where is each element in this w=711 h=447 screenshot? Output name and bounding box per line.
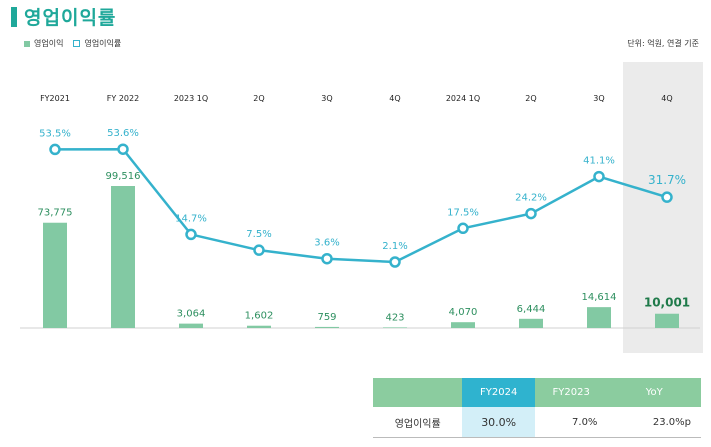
bar-value-label: 6,444 (517, 304, 546, 315)
margin-point (457, 222, 469, 235)
x-tick-label: 2Q (525, 94, 536, 103)
margin-value-label: 53.5% (39, 128, 71, 139)
margin-value-label: 17.5% (447, 207, 479, 218)
unit-note: 단위: 억원, 연결 기준 (627, 39, 699, 48)
margin-value-label: 31.7% (648, 173, 686, 187)
x-tick-label: 2024 1Q (446, 94, 480, 103)
margin-value-label: 3.6% (314, 238, 339, 249)
legend-item-line: 영업이익률 (73, 38, 121, 49)
operating-profit-chart: FY2021 73,775 FY 2022 99,516 2023 1Q 3,064 2Q 1… (20, 62, 703, 353)
highlight-column (623, 62, 703, 353)
margin-point (117, 143, 129, 155)
margin-value-label: 41.1% (583, 156, 615, 167)
margin-point (525, 207, 537, 220)
bar-value-label: 99,516 (106, 171, 141, 182)
margin-point (593, 170, 605, 183)
table-cell-fy2024: 30.0% (462, 407, 535, 438)
table-header-yoy: YoY (607, 378, 701, 407)
table-cell-fy2023: 7.0% (534, 407, 608, 438)
page-title: 영업이익률 (24, 7, 117, 29)
bar-value-label: 423 (385, 312, 404, 323)
margin-point (389, 256, 401, 268)
x-tick-label: 2Q (253, 94, 264, 103)
bar-value-label: 14,614 (582, 292, 617, 303)
bar-value-label: 3,064 (177, 309, 206, 320)
margin-point (49, 143, 61, 156)
bar-value-label: 4,070 (449, 307, 478, 318)
x-tick-label: FY2021 (40, 94, 70, 103)
margin-point (661, 191, 673, 203)
x-tick-label: 3Q (593, 94, 604, 103)
margin-value-label: 7.5% (246, 229, 271, 240)
bar (519, 318, 543, 328)
x-tick-label: FY 2022 (107, 94, 139, 103)
legend-bar-swatch (24, 40, 30, 47)
table-row-label: 영업이익률 (373, 407, 463, 438)
bar (383, 327, 407, 328)
bar (43, 222, 67, 328)
bar-value-label: 1,602 (245, 311, 274, 322)
bar (179, 323, 203, 328)
bar (451, 322, 475, 328)
margin-comparison-table: FY2024 FY2023 YoY 영업이익률 30.0% 7.0% 23.0%… (373, 378, 701, 438)
legend: 영업이익 영업이익률 (24, 38, 131, 49)
bar (587, 307, 611, 328)
table-header-blank (373, 378, 463, 407)
x-tick-label: 4Q (389, 94, 400, 103)
margin-value-label: 14.7% (175, 213, 207, 224)
bar-value-label: 759 (317, 312, 336, 323)
table-row: 영업이익률 30.0% 7.0% 23.0%p (373, 407, 701, 438)
margin-value-label: 53.6% (107, 128, 139, 139)
bar-value-label: 73,775 (38, 208, 73, 219)
margin-line (54, 147, 668, 264)
bar (247, 325, 271, 328)
table-header-fy2023: FY2023 (534, 378, 608, 407)
bar-value-label: 10,001 (644, 296, 690, 310)
table-header-fy2024: FY2024 (462, 378, 535, 407)
x-tick-label: 3Q (321, 94, 332, 103)
bar (315, 326, 339, 328)
bar (655, 313, 679, 328)
legend-line-label: 영업이익률 (84, 39, 122, 48)
legend-item-bar: 영업이익 (24, 38, 63, 49)
margin-point (321, 252, 333, 265)
bar (111, 186, 135, 328)
title-accent-bar (11, 7, 17, 27)
table-cell-yoy: 23.0%p (607, 407, 701, 438)
legend-bar-label: 영업이익 (34, 39, 64, 48)
table-header-row: FY2024 FY2023 YoY (373, 378, 701, 407)
legend-line-swatch (73, 40, 81, 47)
margin-value-label: 24.2% (515, 193, 547, 204)
margin-point (185, 228, 197, 241)
margin-point (253, 244, 265, 256)
x-tick-label: 2023 1Q (174, 94, 208, 103)
margin-value-label: 2.1% (382, 241, 407, 252)
x-tick-label: 4Q (661, 94, 672, 103)
